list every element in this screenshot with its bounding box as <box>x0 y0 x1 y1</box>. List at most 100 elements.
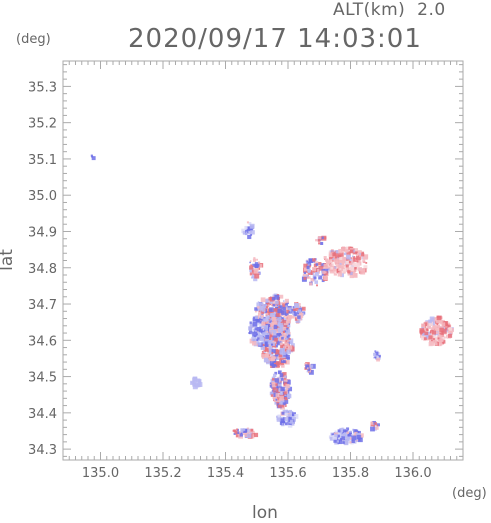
radar-echo-cell <box>274 378 279 383</box>
radar-echo-cell <box>275 361 280 366</box>
radar-echo-cell <box>91 156 96 161</box>
radar-echo-cell <box>278 337 284 342</box>
radar-echo-cell <box>241 228 246 234</box>
radar-echo-cell <box>450 331 453 335</box>
radar-echo-cell <box>249 321 252 324</box>
radar-echo-cell <box>270 343 273 346</box>
radar-echo-cell <box>263 346 268 351</box>
radar-echo-cell <box>264 298 269 303</box>
radar-echo-cell <box>252 263 256 267</box>
y-tick-label: 35.1 <box>28 153 57 168</box>
radar-echo-cell <box>243 233 245 235</box>
radar-echo-cell <box>432 330 437 335</box>
radar-echo-cell <box>284 348 288 352</box>
radar-echo-cell <box>292 312 295 315</box>
radar-echo-cell <box>341 433 344 437</box>
radar-echo-cell <box>355 429 359 433</box>
radar-echo-cell <box>308 265 311 268</box>
radar-echo-cell <box>243 428 248 433</box>
radar-echo-cell <box>293 308 296 312</box>
radar-echo-cell <box>274 337 278 342</box>
radar-echo-cell <box>269 328 272 331</box>
radar-echo-cell <box>294 317 299 321</box>
radar-echo-cell <box>273 325 278 330</box>
radar-echo-cell <box>273 310 276 314</box>
radar-echo-cell <box>436 323 439 326</box>
radar-echo-cell <box>363 254 368 260</box>
y-tick-label: 34.6 <box>28 334 57 349</box>
radar-echo-cell <box>330 258 333 261</box>
radar-echo-cell <box>283 301 286 304</box>
radar-echo-cell <box>265 312 269 316</box>
radar-echo-cell <box>341 257 346 262</box>
radar-echo-cell <box>280 418 286 424</box>
radar-echo-cell <box>281 411 285 415</box>
radar-echo-cell <box>356 260 359 263</box>
radar-echo-cell <box>352 271 355 275</box>
radar-echo-cell <box>287 394 292 399</box>
radar-echo-cell <box>261 350 264 353</box>
radar-echo-cell <box>259 320 263 324</box>
radar-echo-cell <box>284 303 289 307</box>
radar-echo-cell <box>296 301 299 304</box>
radar-echo-cell <box>254 307 258 311</box>
radar-echo-cell <box>442 335 445 337</box>
radar-echo-cell <box>90 154 93 157</box>
radar-echo-cell <box>340 432 343 435</box>
radar-echo-cell <box>430 331 433 334</box>
radar-echo-cell <box>310 277 314 282</box>
radar-echo-cell <box>323 256 327 260</box>
radar-echo-cell <box>277 414 281 418</box>
radar-echo-cell <box>447 324 451 328</box>
radar-echo-cell <box>306 367 309 370</box>
radar-echo-cell <box>317 239 321 242</box>
radar-echo-cell <box>288 420 291 422</box>
radar-echo-cell <box>279 342 283 346</box>
radar-echo-cell <box>353 250 358 255</box>
radar-echo-cell <box>273 308 277 312</box>
radar-echo-cell <box>192 377 197 382</box>
radar-echo-cell <box>279 332 284 338</box>
radar-echo-cell <box>337 439 343 445</box>
radar-echo-cell <box>286 318 291 324</box>
radar-echo-cell <box>283 391 287 395</box>
radar-echo-cell <box>434 329 438 333</box>
radar-echo-cell <box>269 316 272 319</box>
radar-echo-cell <box>439 327 444 333</box>
radar-echo-cell <box>376 356 379 359</box>
radar-echo-cell <box>253 257 256 260</box>
radar-echo-cell <box>269 320 272 324</box>
radar-echo-cell <box>284 409 289 414</box>
radar-echo-cell <box>448 333 453 338</box>
radar-echo-cell <box>258 334 264 340</box>
radar-echo-cell <box>282 402 286 406</box>
radar-echo-cell <box>286 419 289 423</box>
radar-echo-cell <box>303 263 308 269</box>
y-tick-label: 34.9 <box>28 225 57 240</box>
radar-echo-cell <box>265 306 269 309</box>
radar-echo-cell <box>309 282 313 286</box>
radar-echo-cell <box>277 299 280 301</box>
radar-echo-cell <box>258 324 261 327</box>
radar-echo-cell <box>281 351 286 356</box>
radar-echo-cell <box>352 255 354 258</box>
radar-echo-cell <box>249 261 251 264</box>
radar-echo-cell <box>433 336 438 341</box>
radar-echo-cell <box>269 300 274 304</box>
radar-echo-cell <box>240 428 245 433</box>
radar-echo-cell <box>315 263 319 266</box>
radar-echo-cell <box>256 339 259 341</box>
radar-echo-cell <box>284 422 288 426</box>
radar-echo-cell <box>269 313 274 317</box>
radar-echo-cell <box>286 346 288 348</box>
radar-echo-cell <box>197 381 201 385</box>
radar-echo-cell <box>250 230 255 235</box>
radar-echo-cell <box>279 294 284 299</box>
radar-echo-cell <box>312 278 316 282</box>
radar-echo-cell <box>261 341 265 345</box>
radar-echo-cell <box>354 262 360 268</box>
radar-echo-cell <box>314 261 319 266</box>
radar-echo-cell <box>344 436 350 441</box>
radar-echo-cell <box>349 266 354 272</box>
radar-echo-cell <box>318 275 323 280</box>
